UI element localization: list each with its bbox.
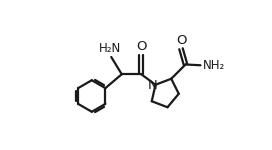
Text: NH₂: NH₂ (203, 59, 225, 72)
Text: N: N (148, 79, 158, 92)
Text: O: O (136, 40, 147, 53)
Text: H₂N: H₂N (99, 42, 122, 55)
Text: O: O (177, 34, 187, 47)
